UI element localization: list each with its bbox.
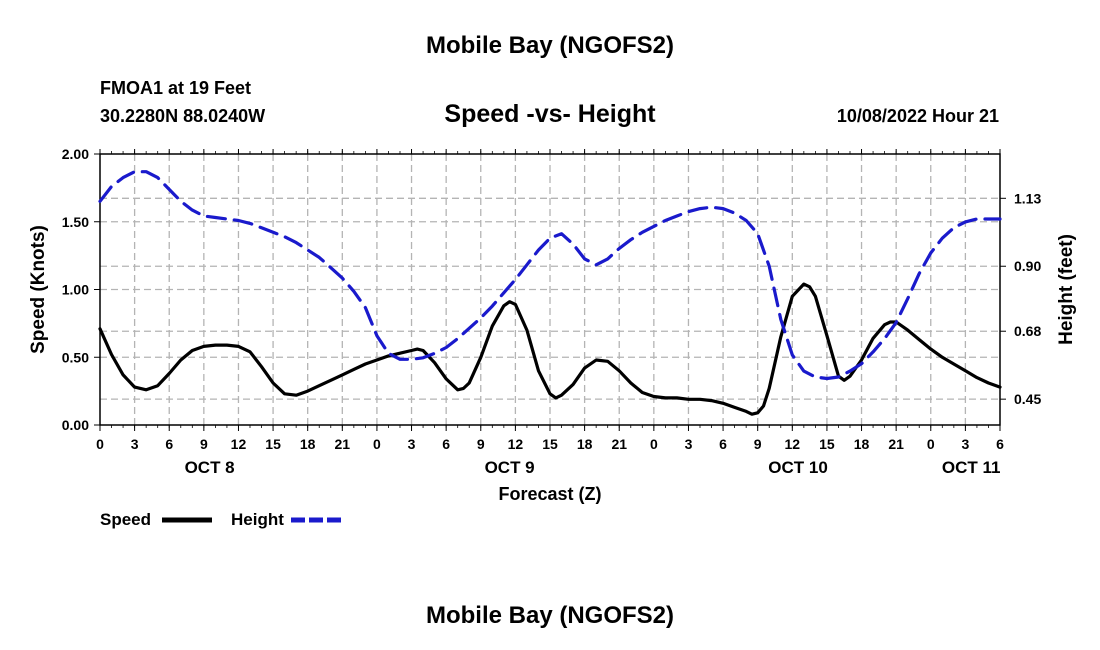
y-tick-label-left: 1.50	[62, 214, 89, 230]
grid	[100, 154, 1000, 425]
speed-series-line	[98, 282, 1002, 416]
day-label: OCT 8	[185, 458, 235, 477]
x-tick-label: 21	[611, 436, 627, 452]
x-tick-label: 12	[508, 436, 524, 452]
x-tick-label: 3	[685, 436, 693, 452]
y-tick-label-left: 0.00	[62, 417, 89, 433]
x-tick-label: 9	[754, 436, 762, 452]
legend: Speed Height	[100, 510, 343, 529]
y-tick-label-left: 2.00	[62, 146, 89, 162]
series	[98, 170, 1002, 416]
day-label: OCT 9	[485, 458, 535, 477]
x-tick-label: 21	[888, 436, 904, 452]
x-tick-label: 0	[373, 436, 381, 452]
x-tick-label: 9	[200, 436, 208, 452]
chart-title: Mobile Bay (NGOFS2)	[425, 32, 675, 59]
height-series-line	[98, 170, 1002, 381]
legend-label-height: Height	[231, 510, 284, 529]
y-axis-title-left: Speed (Knots)	[28, 225, 49, 354]
station-coordinates: 30.2280N 88.0240W	[100, 106, 266, 126]
x-tick-label: 3	[408, 436, 416, 452]
chart-subtitle: Speed -vs- Height	[444, 100, 656, 128]
x-tick-label: 12	[231, 436, 247, 452]
station-label: FMOA1 at 19 Feet	[100, 78, 252, 98]
y-tick-label-right: 1.13	[1014, 190, 1041, 206]
y-tick-label-left: 1.00	[62, 282, 89, 298]
x-tick-label: 21	[335, 436, 351, 452]
x-tick-label: 0	[96, 436, 104, 452]
axis-ticks: 0 3 6 9 12 15 18 21 0 3 6 9 12 15 18 21 0 3 6 9 12 15 18 21 0 3 6O…	[62, 146, 1042, 477]
x-tick-label: 15	[819, 436, 835, 452]
day-label: OCT 11	[942, 458, 1001, 477]
y-axis-title-right: Height (feet)	[1056, 234, 1077, 345]
x-tick-label: 0	[650, 436, 658, 452]
axis-labels: Forecast (Z) Speed (Knots) Height (feet)	[28, 225, 1077, 504]
x-tick-label: 15	[542, 436, 558, 452]
x-tick-label: 3	[961, 436, 969, 452]
x-tick-label: 9	[477, 436, 485, 452]
footer-title: Mobile Bay (NGOFS2)	[425, 602, 675, 629]
y-tick-label-right: 0.90	[1014, 258, 1041, 274]
x-tick-label: 6	[442, 436, 450, 452]
x-tick-label: 6	[719, 436, 727, 452]
x-tick-label: 12	[785, 436, 801, 452]
x-tick-label: 18	[577, 436, 593, 452]
y-tick-label-right: 0.45	[1014, 391, 1041, 407]
x-tick-label: 15	[265, 436, 281, 452]
y-tick-label-left: 0.50	[62, 349, 89, 365]
x-tick-label: 18	[854, 436, 870, 452]
x-tick-label: 6	[996, 436, 1004, 452]
y-tick-label-right: 0.68	[1014, 323, 1041, 339]
legend-label-speed: Speed	[100, 510, 151, 529]
day-label: OCT 10	[768, 458, 828, 477]
forecast-datetime: 10/08/2022 Hour 21	[836, 106, 999, 126]
x-tick-label: 18	[300, 436, 316, 452]
x-axis-title: Forecast (Z)	[498, 484, 601, 504]
x-tick-label: 6	[165, 436, 173, 452]
x-tick-label: 0	[927, 436, 935, 452]
x-tick-label: 3	[131, 436, 139, 452]
